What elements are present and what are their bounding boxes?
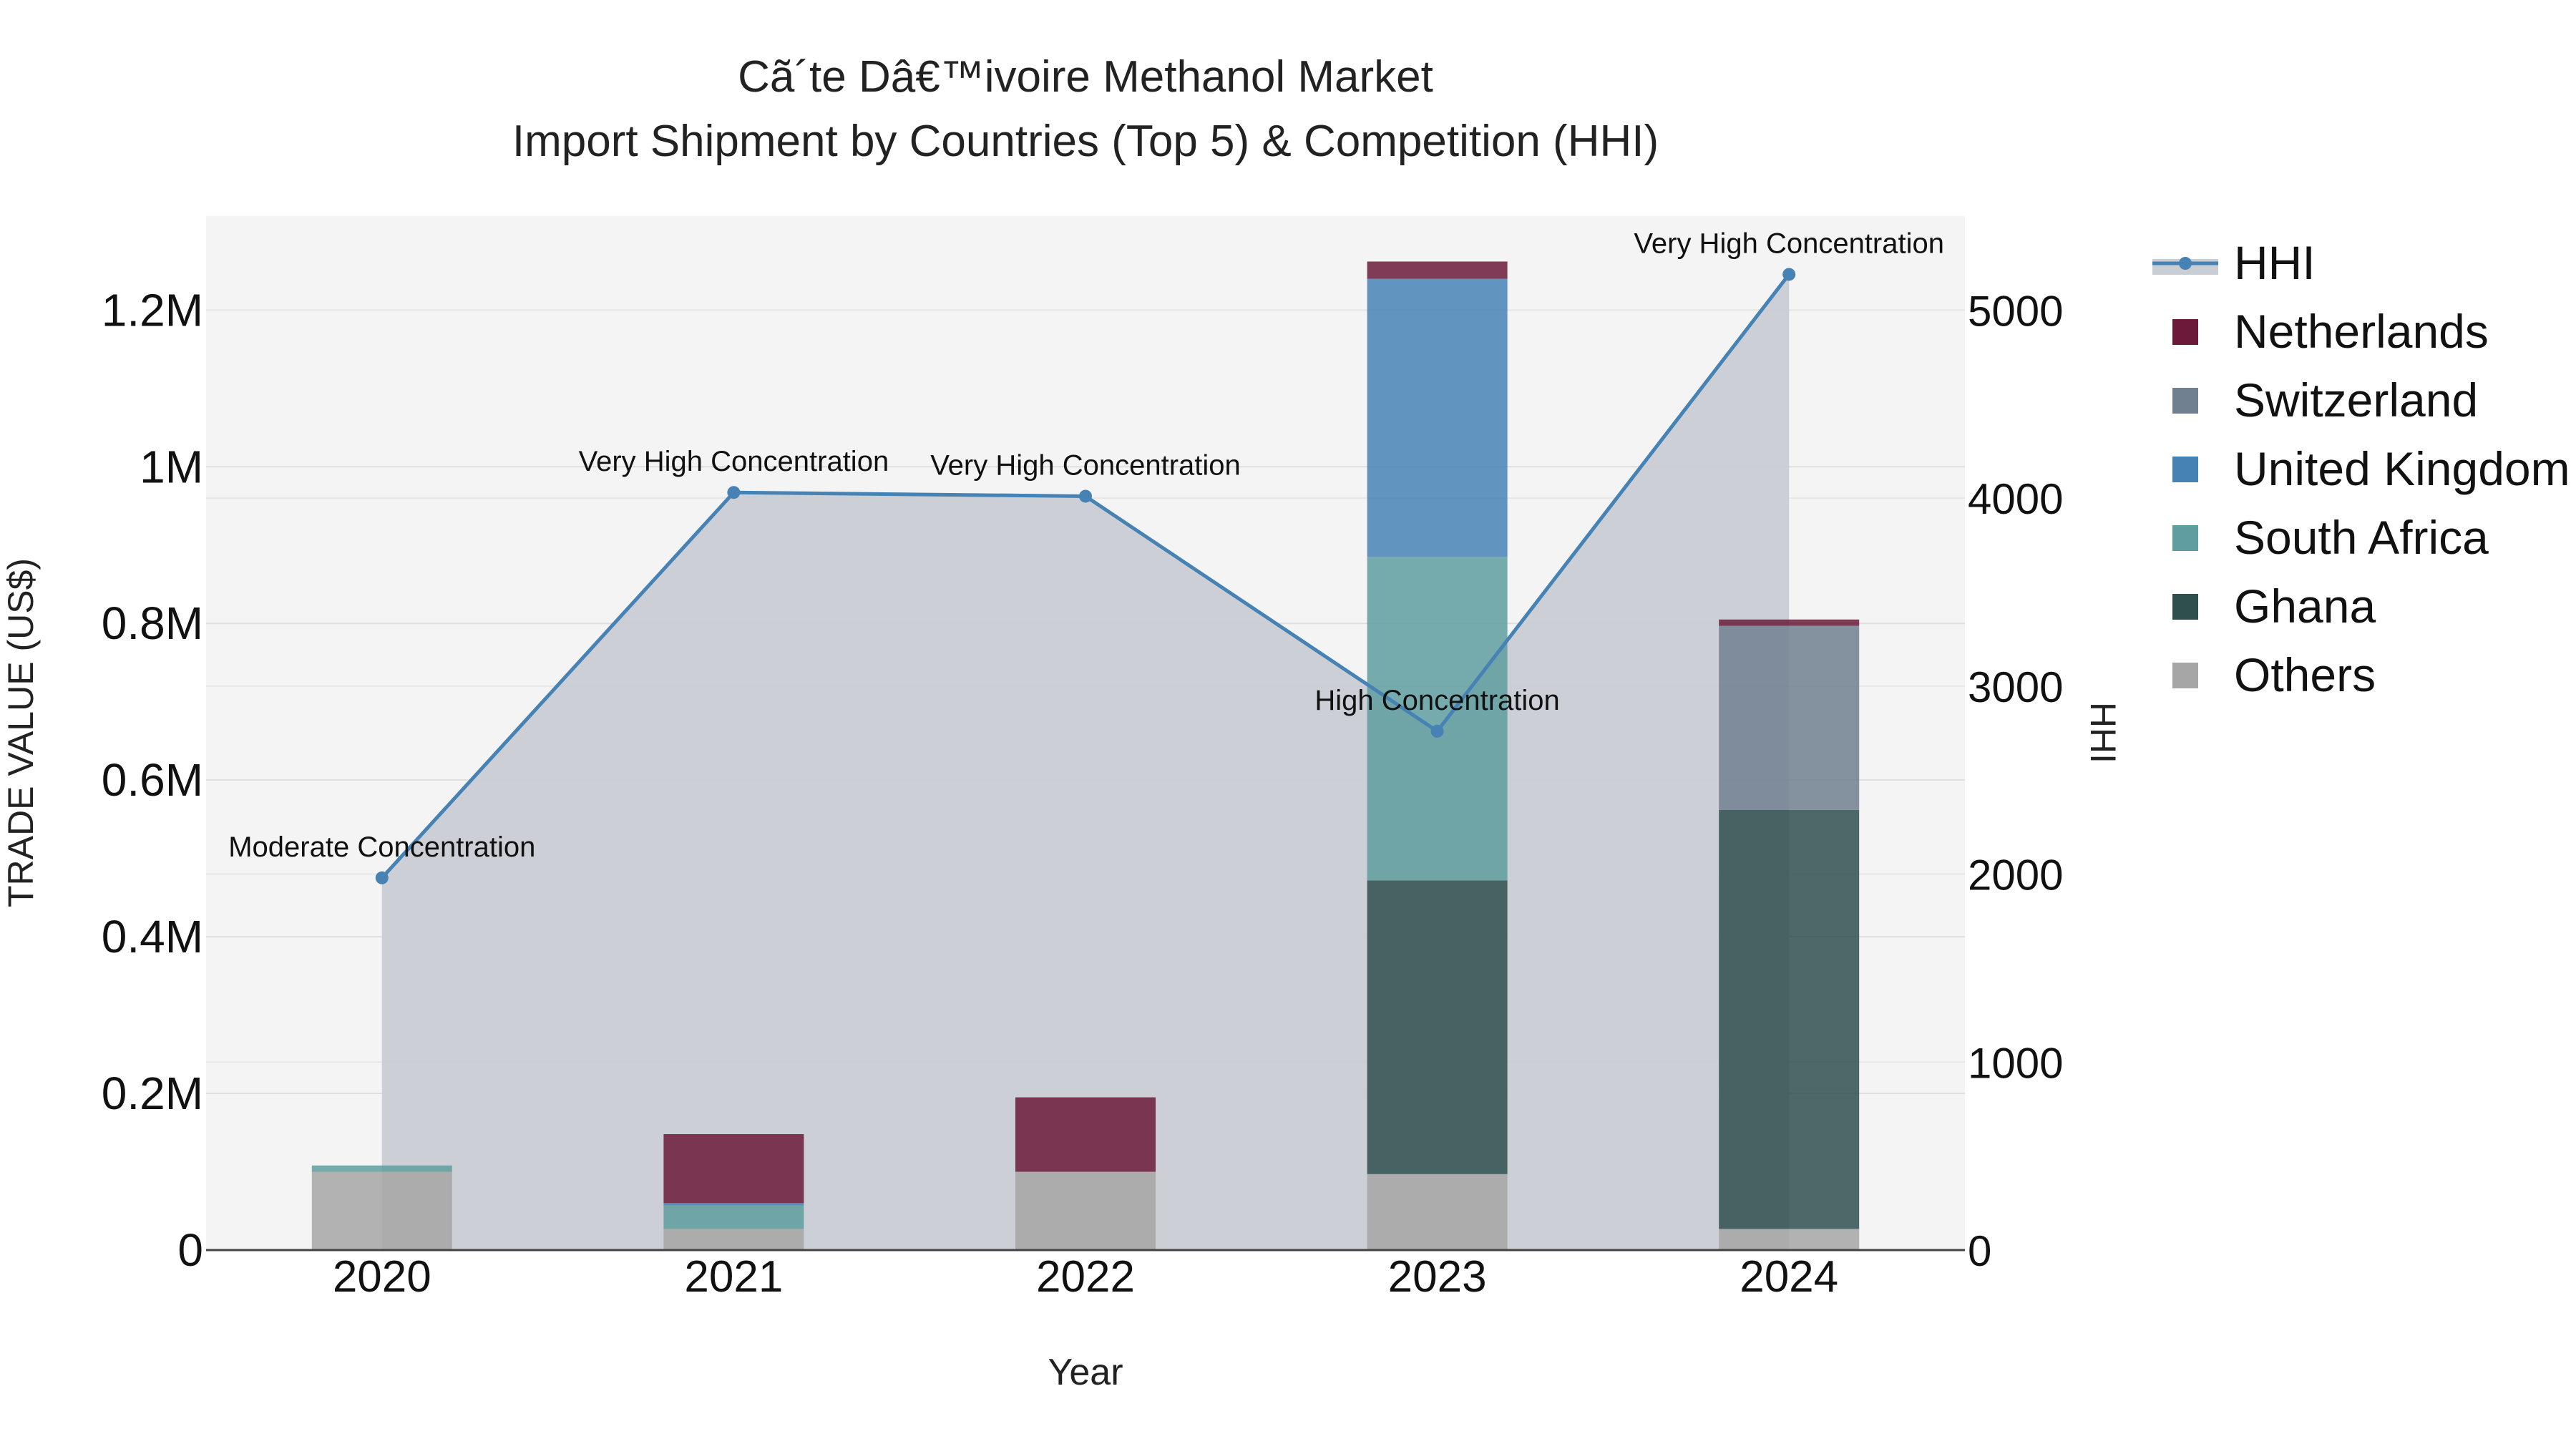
y2-tick-3: 3000	[1968, 663, 2063, 711]
hhi-point-2023[interactable]	[1430, 724, 1444, 738]
legend-swatch-marker-hhi	[2179, 257, 2192, 270]
y2-tick-5: 5000	[1968, 287, 2063, 335]
y2-ticks: 0 1000 2000 3000 4000 5000	[1968, 287, 2063, 1275]
y2-tick-2: 2000	[1968, 852, 2063, 899]
bar-2021-united-kingdom[interactable]	[663, 1203, 804, 1206]
y2-tick-0: 0	[1968, 1227, 1991, 1275]
legend-swatch-switzerland	[2172, 388, 2198, 414]
legend-label-ghana[interactable]: Ghana	[2234, 580, 2376, 633]
x-tick-2021: 2021	[684, 1252, 783, 1302]
bar-2023-others[interactable]	[1367, 1174, 1508, 1250]
legend-swatch-netherlands	[2172, 319, 2198, 345]
hhi-point-2020[interactable]	[375, 871, 389, 884]
hhi-annotation-2020: Moderate Concentration	[228, 831, 535, 863]
y-ticks: 0 0.2M 0.4M 0.6M 0.8M 1M 1.2M	[102, 284, 203, 1276]
hhi-annotation-2021: Very High Concentration	[579, 446, 889, 477]
x-axis-title: Year	[1048, 1352, 1123, 1393]
bar-2024-netherlands[interactable]	[1719, 619, 1860, 626]
y-tick-3: 0.6M	[102, 754, 203, 806]
bar-2020-others[interactable]	[311, 1171, 452, 1250]
bar-2022-others[interactable]	[1015, 1171, 1156, 1250]
bar-2021-netherlands[interactable]	[663, 1133, 804, 1204]
legend-swatch-united-kingdom	[2172, 457, 2198, 482]
legend: HHI Netherlands Switzerland United Kingdom S…	[2152, 236, 2570, 701]
legend-swatch-south-africa	[2172, 525, 2198, 551]
hhi-annotations: Moderate Concentration Very High Concentr…	[228, 228, 1944, 862]
x-tick-2022: 2022	[1036, 1252, 1135, 1302]
chart-title-line-2: Import Shipment by Countries (Top 5) & C…	[512, 117, 1659, 166]
bar-2021-others[interactable]	[663, 1229, 804, 1250]
bar-2022-netherlands[interactable]	[1015, 1097, 1156, 1172]
legend-label-hhi[interactable]: HHI	[2234, 236, 2316, 289]
legend-label-united-kingdom[interactable]: United Kingdom	[2234, 442, 2570, 495]
y-tick-6: 1.2M	[102, 284, 203, 336]
legend-swatch-ghana	[2172, 594, 2198, 620]
hhi-point-2021[interactable]	[727, 486, 741, 499]
y-axis-title: TRADE VALUE (US$)	[1, 558, 41, 907]
bar-2020-south-africa[interactable]	[311, 1165, 452, 1172]
legend-swatch-others	[2172, 663, 2198, 688]
bar-2023-south-africa[interactable]	[1367, 557, 1508, 881]
hhi-point-2024[interactable]	[1782, 268, 1796, 281]
hhi-point-2022[interactable]	[1079, 489, 1092, 503]
bar-2021-south-africa[interactable]	[663, 1205, 804, 1229]
y2-axis-title: HHI	[2083, 702, 2123, 763]
hhi-layer	[311, 261, 1860, 1251]
x-tick-2024: 2024	[1740, 1252, 1838, 1302]
y-tick-0: 0	[177, 1224, 203, 1276]
x-ticks: 2020 2021 2022 2023 2024	[333, 1252, 1838, 1302]
legend-label-others[interactable]: Others	[2234, 648, 2376, 701]
y-tick-4: 0.8M	[102, 597, 203, 649]
y2-tick-4: 4000	[1968, 475, 2063, 523]
bar-2024-ghana[interactable]	[1719, 809, 1860, 1229]
legend-label-switzerland[interactable]: Switzerland	[2234, 374, 2478, 426]
bar-2023-netherlands[interactable]	[1367, 261, 1508, 279]
x-tick-2020: 2020	[333, 1252, 431, 1302]
bar-2024-switzerland[interactable]	[1719, 625, 1860, 810]
y-tick-5: 1M	[140, 441, 203, 492]
chart-title-line-1: Cã´te Dâ€™ivoire Methanol Market	[738, 52, 1433, 102]
y-tick-1: 0.2M	[102, 1068, 203, 1119]
y2-tick-1: 1000	[1968, 1039, 2063, 1087]
hhi-annotation-2023: High Concentration	[1314, 685, 1559, 716]
legend-label-netherlands[interactable]: Netherlands	[2234, 305, 2489, 358]
bar-2023-united-kingdom[interactable]	[1367, 278, 1508, 557]
hhi-annotation-2024: Very High Concentration	[1634, 228, 1944, 259]
bar-2024-others[interactable]	[1719, 1229, 1860, 1250]
hhi-annotation-2022: Very High Concentration	[930, 449, 1241, 481]
bar-2023-ghana[interactable]	[1367, 880, 1508, 1174]
x-tick-2023: 2023	[1388, 1252, 1487, 1302]
legend-label-south-africa[interactable]: South Africa	[2234, 511, 2489, 564]
y-tick-2: 0.4M	[102, 911, 203, 962]
